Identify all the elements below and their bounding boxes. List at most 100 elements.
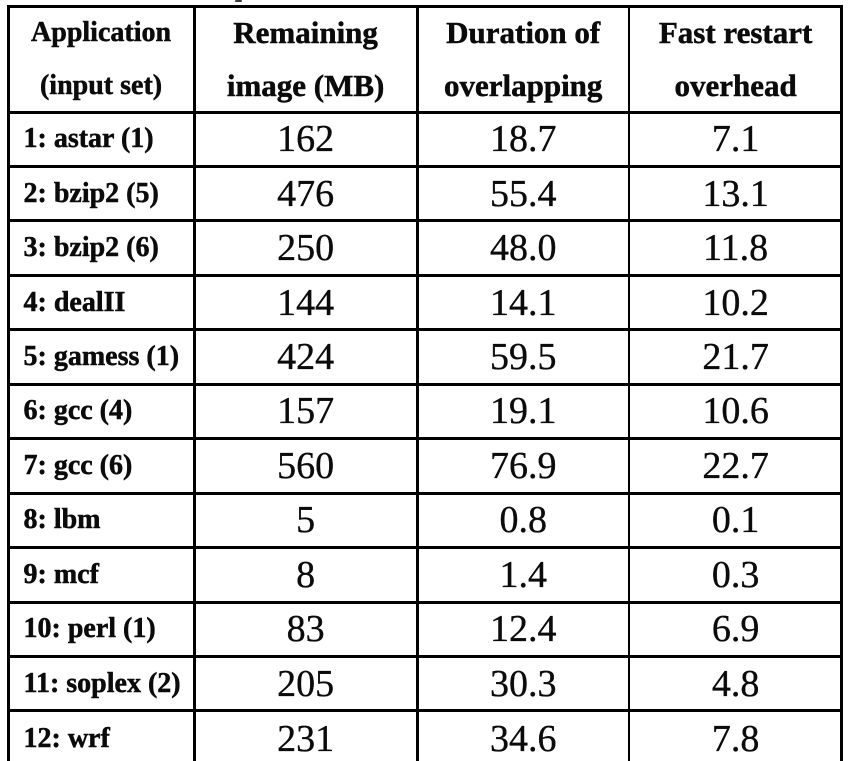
remaining-mb-value: 157	[277, 390, 335, 433]
remaining-mb-cell: 424	[194, 330, 417, 384]
duration-cell: 30.3	[417, 657, 629, 711]
table-row: 2: bzip2 (5) 476 55.4 13.1	[0, 166, 856, 220]
overhead-cell: 7.8	[629, 711, 842, 761]
table-row: 5: gamess (1) 424 59.5 21.7	[0, 330, 856, 384]
header-line2: (input set)	[39, 70, 163, 102]
remaining-mb-value: 560	[277, 444, 335, 487]
duration-value: 12.4	[489, 608, 557, 651]
overhead-value: 10.6	[702, 390, 769, 433]
header-cell-remaining-image: Remaining image (MB)	[194, 6, 417, 112]
app-label: 8: lbm	[23, 504, 101, 536]
app-label: 3: bzip2 (6)	[23, 232, 159, 264]
overhead-cell: 10.6	[629, 384, 842, 438]
remaining-mb-value: 476	[277, 172, 335, 215]
header-line1: Application	[31, 17, 172, 49]
duration-value: 55.4	[489, 172, 557, 215]
remaining-mb-value: 144	[277, 281, 335, 324]
overhead-cell: 10.2	[629, 275, 842, 329]
duration-cell: 14.1	[417, 275, 629, 329]
duration-cell: 34.6	[417, 711, 629, 761]
remaining-mb-cell: 83	[194, 602, 417, 656]
duration-cell: 19.1	[417, 384, 629, 438]
header-cell-application: Application (input set)	[8, 6, 194, 112]
app-cell: 5: gamess (1)	[8, 330, 194, 384]
header-line1: Fast restart	[658, 15, 813, 51]
app-cell: 10: perl (1)	[8, 602, 194, 656]
app-cell: 2: bzip2 (5)	[8, 166, 194, 220]
duration-value: 14.1	[489, 281, 557, 324]
table-row: 8: lbm 5 0.8 0.1	[0, 493, 856, 547]
app-cell: 4: dealII	[8, 275, 194, 329]
app-label: 2: bzip2 (5)	[23, 177, 159, 209]
table-row: 3: bzip2 (6) 250 48.0 11.8	[0, 221, 856, 275]
remaining-mb-cell: 144	[194, 275, 417, 329]
table-row: 6: gcc (4) 157 19.1 10.6	[0, 384, 856, 438]
duration-value: 1.4	[499, 553, 547, 596]
overhead-cell: 7.1	[629, 112, 842, 166]
app-label: 7: gcc (6)	[23, 449, 133, 482]
header-line1: Duration of	[446, 15, 601, 51]
grid-line-horizontal	[6, 164, 844, 168]
overhead-cell: 11.8	[629, 221, 842, 275]
app-cell: 6: gcc (4)	[8, 384, 194, 438]
table-row: 12: wrf 231 34.6 7.8	[0, 711, 856, 761]
remaining-mb-value: 231	[277, 717, 335, 760]
grid-line-horizontal	[6, 709, 844, 713]
table-row: 7: gcc (6) 560 76.9 22.7	[0, 439, 856, 493]
overhead-value: 13.1	[702, 172, 769, 215]
remaining-mb-value: 162	[277, 118, 335, 161]
app-label: 6: gcc (4)	[23, 395, 133, 427]
overhead-cell: 13.1	[629, 166, 842, 220]
overhead-value: 7.8	[711, 717, 760, 760]
remaining-mb-value: 250	[277, 227, 335, 270]
duration-value: 19.1	[489, 390, 557, 433]
overhead-value: 22.7	[702, 444, 769, 487]
app-cell: 8: lbm	[8, 493, 194, 547]
app-cell: 11: soplex (2)	[8, 657, 194, 711]
remaining-mb-value: 5	[296, 499, 316, 542]
overhead-cell: 6.9	[629, 602, 842, 656]
grid-line-horizontal	[6, 437, 844, 441]
app-label: 11: soplex (2)	[23, 667, 181, 699]
overhead-cell: 0.1	[629, 493, 842, 547]
app-cell: 12: wrf	[8, 711, 194, 761]
table-row: 4: dealII 144 14.1 10.2	[0, 275, 856, 329]
duration-cell: 1.4	[417, 548, 629, 602]
grid-line-horizontal	[6, 328, 844, 332]
header-line1: Remaining	[233, 15, 378, 51]
remaining-mb-cell: 157	[194, 384, 417, 438]
overhead-value: 21.7	[702, 336, 769, 379]
grid-line-horizontal	[6, 491, 844, 495]
overhead-value: 11.8	[703, 227, 769, 270]
duration-cell: 55.4	[417, 166, 629, 220]
table-row: 9: mcf 8 1.4 0.3	[0, 548, 856, 602]
table-row: 11: soplex (2) 205 30.3 4.8	[0, 657, 856, 711]
remaining-mb-cell: 560	[194, 439, 417, 493]
remaining-mb-cell: 476	[194, 166, 417, 220]
overhead-value: 0.3	[711, 553, 760, 596]
app-cell: 3: bzip2 (6)	[8, 221, 194, 275]
remaining-mb-cell: 250	[194, 221, 417, 275]
grid-line-horizontal	[6, 600, 844, 604]
remaining-mb-cell: 5	[194, 493, 417, 547]
app-label: 5: gamess (1)	[23, 341, 180, 373]
header-cell-fast-restart-overhead: Fast restart overhead	[629, 6, 842, 112]
header-line2: overhead	[674, 68, 797, 104]
app-label: 1: astar (1)	[23, 123, 154, 155]
grid-line-horizontal	[6, 546, 844, 550]
app-label: 12: wrf	[23, 722, 110, 755]
remaining-mb-cell: 231	[194, 711, 417, 761]
overhead-cell: 4.8	[629, 657, 842, 711]
remaining-mb-value: 205	[277, 662, 335, 705]
duration-value: 30.3	[489, 662, 557, 705]
app-label: 4: dealII	[23, 286, 126, 318]
remaining-mb-value: 83	[286, 608, 325, 651]
grid-line-horizontal	[6, 655, 844, 658]
overhead-cell: 22.7	[629, 439, 842, 493]
remaining-mb-cell: 8	[194, 548, 417, 602]
grid-line-horizontal	[6, 382, 844, 386]
duration-cell: 18.7	[417, 112, 629, 166]
app-cell: 9: mcf	[8, 548, 194, 602]
table-row: 10: perl (1) 83 12.4 6.9	[0, 602, 856, 656]
